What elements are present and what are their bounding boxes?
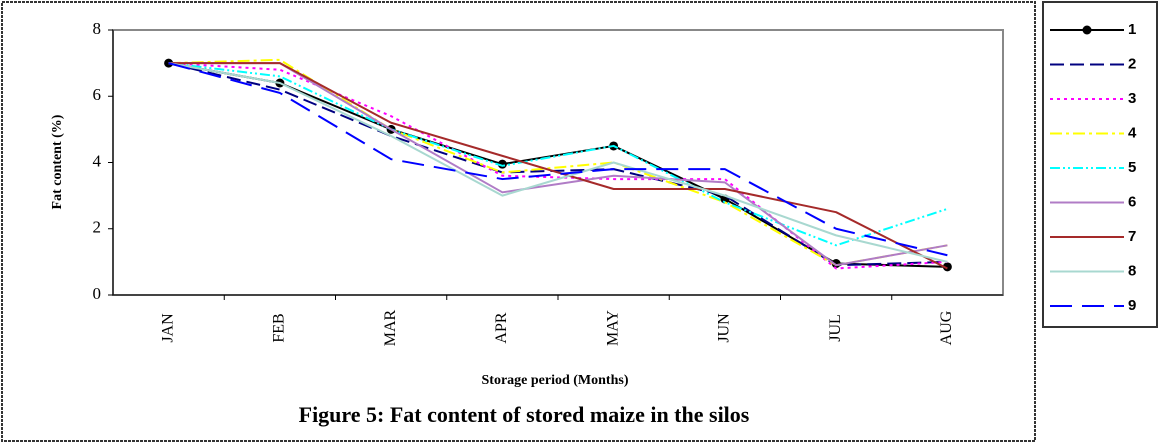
caption: Figure 5: Fat content of stored maize in… (299, 402, 750, 427)
legend-label: 1 (1128, 21, 1136, 38)
x-tick-label: MAR (382, 309, 399, 346)
series-line (168, 62, 948, 267)
x-tick-label: FEB (271, 313, 288, 342)
legend-label: 6 (1128, 193, 1136, 210)
series-line (168, 62, 948, 263)
x-tick-label: APR (493, 312, 510, 343)
legend-label: 3 (1128, 90, 1136, 107)
y-tick-label: 2 (93, 218, 102, 237)
x-tick-label: JUN (716, 313, 733, 343)
legend (1042, 1, 1158, 328)
legend-label: 5 (1128, 159, 1136, 176)
series-line (168, 62, 948, 268)
y-tick-label: 6 (93, 85, 102, 104)
legend-label: 8 (1128, 262, 1136, 279)
data-point (942, 262, 952, 272)
y-axis-label: Fat content (%) (50, 114, 65, 209)
series-line (168, 62, 948, 270)
x-tick-label: JUL (827, 314, 844, 342)
y-tick-label: 8 (93, 19, 102, 38)
series-line (168, 62, 948, 267)
x-tick-label: JAN (159, 313, 176, 343)
y-tick-label: 0 (93, 284, 102, 303)
x-axis-label: Storage period (Months) (482, 373, 629, 388)
x-tick-label: AUG (938, 310, 955, 345)
y-tick-label: 4 (93, 151, 102, 170)
series-line (168, 62, 948, 257)
x-tick-label: MAY (604, 310, 621, 346)
legend-label: 9 (1128, 297, 1136, 314)
legend-label: 4 (1128, 124, 1137, 141)
legend-label: 2 (1128, 55, 1136, 72)
legend-marker (1082, 25, 1092, 35)
frame (1, 1, 1036, 442)
legend-label: 7 (1128, 228, 1136, 245)
plot-area (112, 29, 1004, 296)
series-line (168, 58, 948, 267)
series-line (168, 62, 948, 270)
